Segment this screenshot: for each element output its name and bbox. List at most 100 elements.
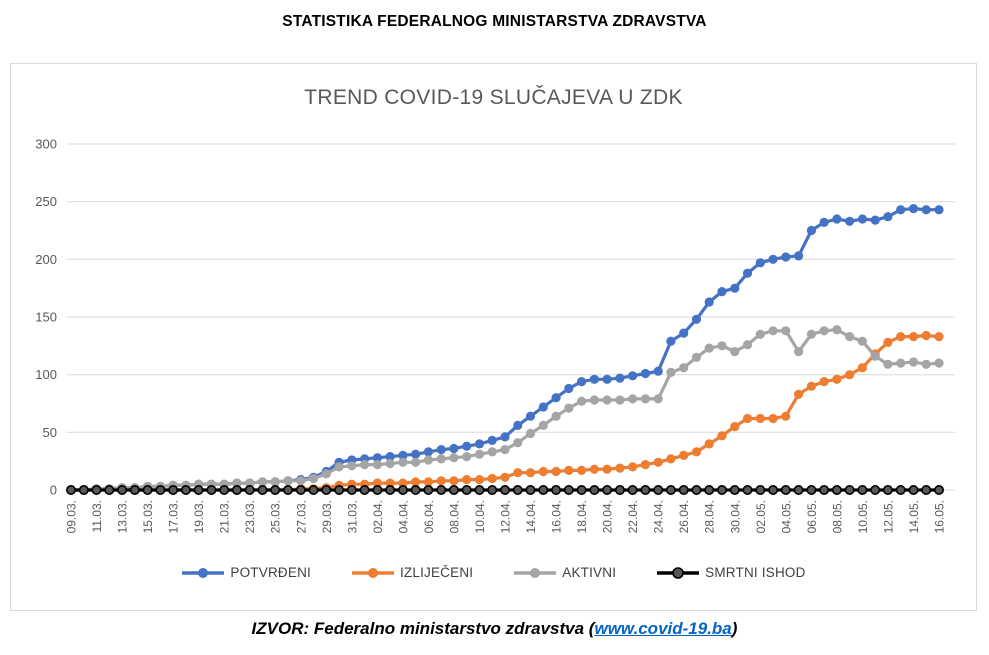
data-point — [245, 478, 255, 488]
data-point — [691, 352, 702, 362]
data-point — [372, 460, 382, 470]
data-point — [666, 454, 676, 464]
data-point — [589, 374, 600, 384]
data-point — [755, 329, 765, 339]
data-point — [729, 484, 740, 495]
data-point — [576, 484, 587, 495]
data-point — [832, 374, 842, 384]
data-point — [614, 484, 625, 495]
data-point — [691, 447, 702, 457]
data-point — [308, 473, 319, 484]
data-point — [359, 484, 370, 495]
data-point — [832, 214, 842, 224]
data-point — [104, 484, 115, 495]
data-point — [628, 371, 638, 381]
legend-marker-icon — [657, 566, 700, 579]
data-point — [500, 445, 510, 455]
data-point — [921, 484, 932, 495]
data-point — [117, 484, 128, 495]
x-axis-label: 26.04. — [677, 500, 691, 533]
data-point — [449, 443, 459, 454]
source-line: IZVOR: Federalno ministarstvo zdravstva … — [0, 619, 989, 639]
data-point — [551, 393, 561, 403]
data-point — [755, 413, 765, 424]
chart-title: TREND COVID-19 SLUČAJEVA U ZDK — [304, 86, 683, 109]
data-point — [602, 464, 612, 474]
data-point — [512, 484, 523, 495]
data-point — [704, 484, 715, 495]
data-point — [500, 432, 510, 442]
data-point — [780, 484, 791, 495]
chart-legend: POTVRĐENI IZLIJEČENI AKTIVNI SMRTNI ISHOD — [11, 565, 976, 580]
data-point — [908, 484, 919, 495]
x-axis-label: 13.03. — [116, 500, 130, 533]
data-point — [908, 204, 919, 214]
legend-marker-icon — [182, 567, 225, 578]
data-point — [551, 484, 562, 495]
series-line-2 — [71, 328, 940, 492]
data-point — [372, 478, 382, 488]
data-point — [768, 326, 778, 336]
y-axis-label: 200 — [35, 252, 57, 267]
y-axis-label: 150 — [35, 310, 57, 325]
data-point — [730, 347, 740, 357]
y-axis-label: 250 — [35, 194, 57, 209]
data-point — [857, 484, 868, 495]
data-point — [193, 484, 204, 495]
data-point — [742, 484, 753, 495]
data-point — [934, 358, 944, 368]
data-point — [717, 341, 727, 351]
legend-label: POTVRĐENI — [230, 565, 311, 580]
data-point — [896, 205, 906, 215]
data-point — [257, 484, 268, 495]
data-point — [551, 411, 561, 421]
data-point — [602, 395, 612, 405]
data-point — [768, 413, 778, 424]
x-axis-label: 06.05. — [805, 500, 819, 533]
data-point — [499, 484, 510, 495]
data-point — [308, 484, 319, 495]
data-point — [704, 297, 714, 307]
data-point — [525, 484, 536, 495]
data-point — [628, 462, 638, 472]
data-point — [908, 357, 919, 367]
data-point — [487, 473, 497, 484]
x-axis-label: 19.03. — [192, 500, 206, 533]
x-axis-label: 08.05. — [830, 500, 844, 533]
x-axis-label: 17.03. — [167, 500, 181, 533]
data-point — [411, 457, 421, 467]
data-point — [436, 445, 446, 455]
source-link[interactable]: www.covid-19.ba — [594, 619, 732, 638]
x-axis-label: 06.04. — [422, 500, 436, 533]
data-point — [794, 389, 804, 399]
x-axis-label: 04.04. — [396, 500, 410, 533]
data-point — [717, 431, 727, 441]
data-point — [462, 475, 472, 485]
data-point — [142, 484, 153, 495]
x-axis-label: 02.04. — [371, 500, 385, 533]
data-point — [436, 476, 446, 486]
data-point — [589, 484, 600, 495]
source-prefix-text: IZVOR: Federalno ministarstvo zdravstva … — [251, 619, 595, 638]
data-point — [870, 215, 880, 225]
data-point — [781, 326, 791, 336]
data-point — [819, 484, 830, 495]
data-point — [423, 484, 434, 495]
data-point — [730, 283, 740, 293]
data-point — [666, 367, 676, 377]
legend-marker-icon — [514, 567, 557, 578]
x-axis-label: 16.04. — [550, 500, 564, 533]
x-axis-label: 12.04. — [499, 500, 513, 533]
data-point — [474, 475, 485, 485]
chart-container: 0 50 100 150 200 250 300 09.03. 11.03. 13.03. 15.0… — [10, 63, 977, 611]
x-axis-label: 11.03. — [90, 500, 104, 532]
data-point — [781, 252, 791, 262]
data-point — [819, 217, 829, 227]
data-point — [768, 254, 778, 264]
data-point — [640, 484, 651, 495]
data-point — [627, 484, 638, 495]
data-point — [525, 428, 536, 439]
data-point — [768, 484, 779, 495]
data-point — [513, 468, 523, 478]
data-point — [640, 460, 651, 470]
